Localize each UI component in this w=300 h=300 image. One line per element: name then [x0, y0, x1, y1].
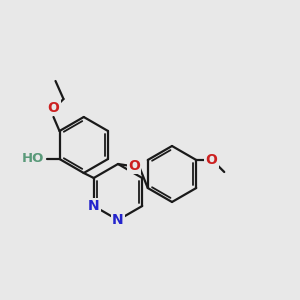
- Text: N: N: [112, 213, 124, 227]
- Text: O: O: [128, 159, 140, 173]
- Text: N: N: [88, 199, 100, 213]
- Text: O: O: [205, 153, 217, 167]
- Text: O: O: [48, 101, 59, 115]
- Text: HO: HO: [22, 152, 44, 166]
